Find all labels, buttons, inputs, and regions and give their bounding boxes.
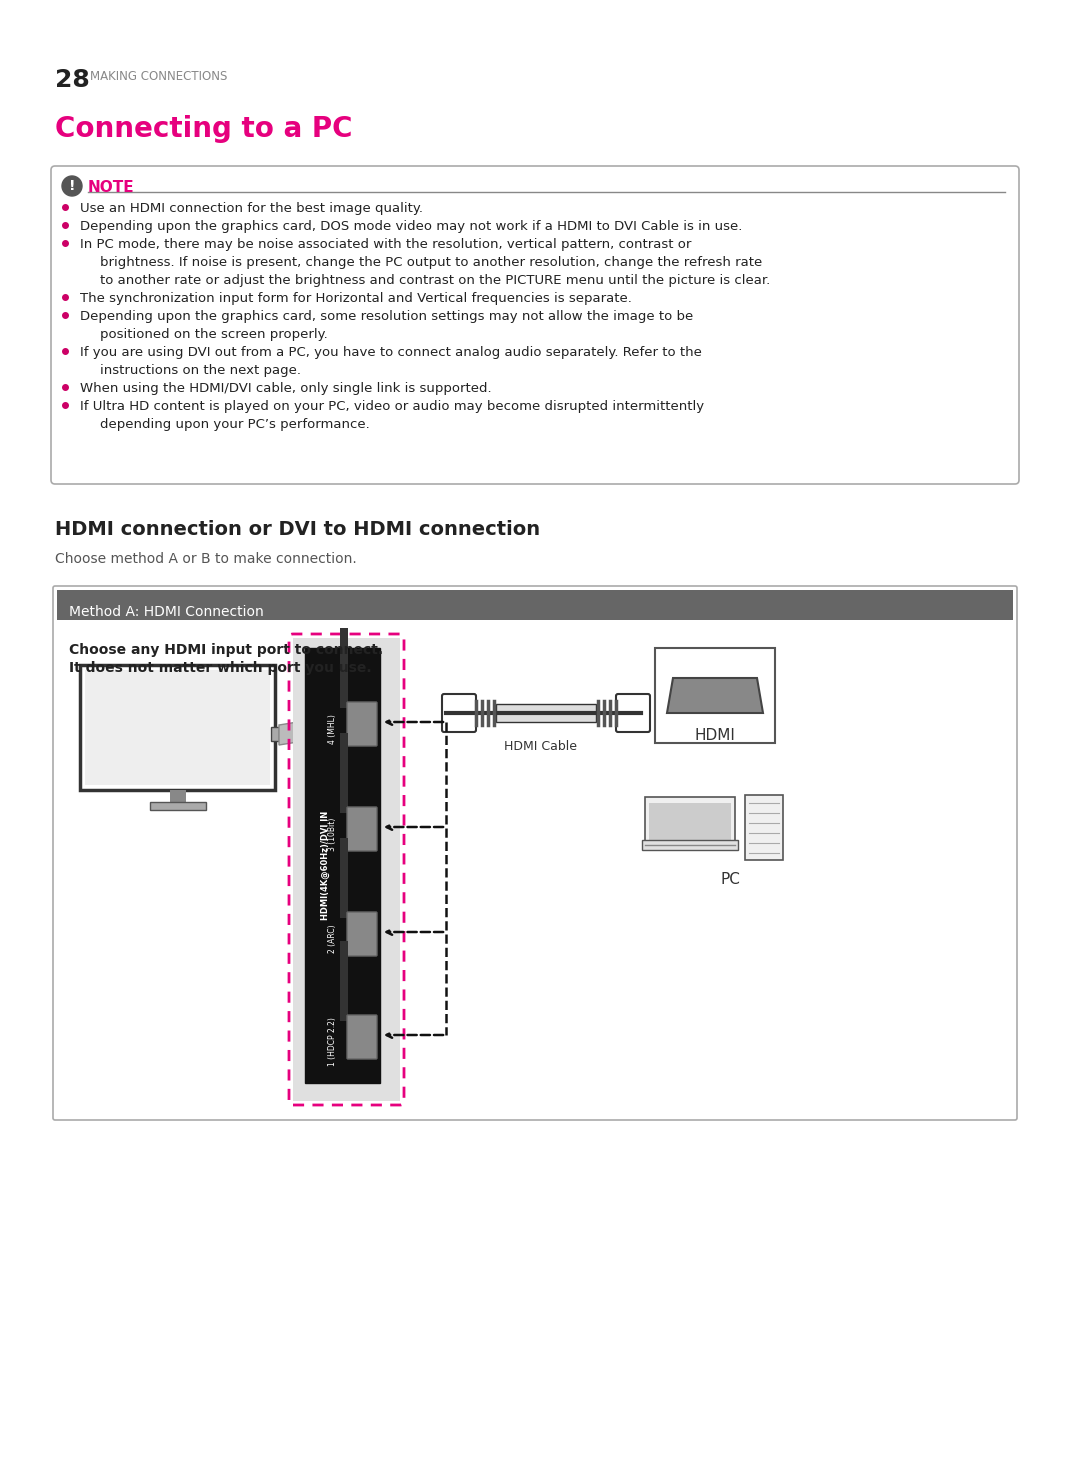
Text: Depending upon the graphics card, DOS mode video may not work if a HDMI to DVI C: Depending upon the graphics card, DOS mo… [80, 220, 742, 233]
Bar [149, 802, 205, 809]
Bar [293, 638, 400, 1100]
Text: When using the HDMI/DVI cable, only single link is supported.: When using the HDMI/DVI cable, only sing… [80, 383, 491, 394]
FancyBboxPatch shape [347, 806, 377, 851]
Text: Choose any HDMI input port to connect.: Choose any HDMI input port to connect. [69, 642, 383, 657]
Text: to another rate or adjust the brightness and contrast on the PICTURE menu until : to another rate or adjust the brightness… [100, 275, 770, 287]
Bar [57, 589, 1013, 620]
Text: depending upon your PC’s performance.: depending upon your PC’s performance. [100, 418, 369, 431]
Polygon shape [667, 678, 762, 713]
Text: 28: 28 [55, 68, 90, 92]
Text: HDMI Cable: HDMI Cable [504, 740, 578, 753]
FancyBboxPatch shape [53, 586, 1017, 1120]
FancyBboxPatch shape [347, 702, 377, 746]
Text: instructions on the next page.: instructions on the next page. [100, 363, 301, 377]
Text: HDMI connection or DVI to HDMI connection: HDMI connection or DVI to HDMI connectio… [55, 520, 540, 539]
Text: HDMI: HDMI [694, 728, 735, 743]
Text: It does not matter which port you use.: It does not matter which port you use. [69, 662, 372, 675]
Bar [745, 795, 783, 860]
Circle shape [62, 176, 82, 196]
Text: If you are using DVI out from a PC, you have to connect analog audio separately.: If you are using DVI out from a PC, you … [80, 346, 702, 359]
Text: NOTE: NOTE [87, 180, 135, 195]
FancyBboxPatch shape [51, 165, 1020, 484]
Bar [340, 837, 348, 919]
Text: 3 (10Bit): 3 (10Bit) [327, 817, 337, 851]
Bar [649, 803, 731, 840]
Text: The synchronization input form for Horizontal and Vertical frequencies is separa: The synchronization input form for Horiz… [80, 292, 632, 304]
Text: Method A: HDMI Connection: Method A: HDMI Connection [69, 606, 264, 619]
Bar [340, 628, 348, 707]
Bar [85, 671, 270, 784]
Text: In PC mode, there may be noise associated with the resolution, vertical pattern,: In PC mode, there may be noise associate… [80, 238, 691, 251]
Text: Connecting to a PC: Connecting to a PC [55, 115, 352, 143]
Text: MAKING CONNECTIONS: MAKING CONNECTIONS [90, 69, 228, 83]
Bar [271, 727, 279, 741]
FancyBboxPatch shape [616, 694, 650, 733]
Bar [645, 798, 735, 845]
Text: If Ultra HD content is played on your PC, video or audio may become disrupted in: If Ultra HD content is played on your PC… [80, 400, 704, 414]
Bar [80, 665, 275, 790]
Text: Choose method A or B to make connection.: Choose method A or B to make connection. [55, 552, 356, 566]
Text: positioned on the screen properly.: positioned on the screen properly. [100, 328, 327, 341]
Text: 4 (MHL): 4 (MHL) [327, 713, 337, 744]
Text: PC: PC [720, 871, 740, 888]
Bar [654, 648, 775, 743]
Polygon shape [279, 719, 310, 744]
Text: brightness. If noise is present, change the PC output to another resolution, cha: brightness. If noise is present, change … [100, 256, 762, 269]
FancyBboxPatch shape [347, 1015, 377, 1059]
FancyBboxPatch shape [347, 911, 377, 956]
Text: Use an HDMI connection for the best image quality.: Use an HDMI connection for the best imag… [80, 202, 423, 216]
Text: Depending upon the graphics card, some resolution settings may not allow the ima: Depending upon the graphics card, some r… [80, 310, 693, 323]
Text: HDMI(4K@60Hz)/DVI IN: HDMI(4K@60Hz)/DVI IN [321, 811, 329, 920]
FancyBboxPatch shape [442, 694, 476, 733]
Bar [642, 840, 738, 849]
Text: 2 (ARC): 2 (ARC) [327, 925, 337, 953]
Bar [496, 705, 596, 722]
Text: 1 (HDCP 2.2): 1 (HDCP 2.2) [327, 1018, 337, 1066]
Bar [305, 648, 380, 1083]
Bar [340, 941, 348, 1021]
Bar [170, 790, 186, 802]
Text: !: ! [69, 179, 76, 193]
Bar [340, 733, 348, 812]
